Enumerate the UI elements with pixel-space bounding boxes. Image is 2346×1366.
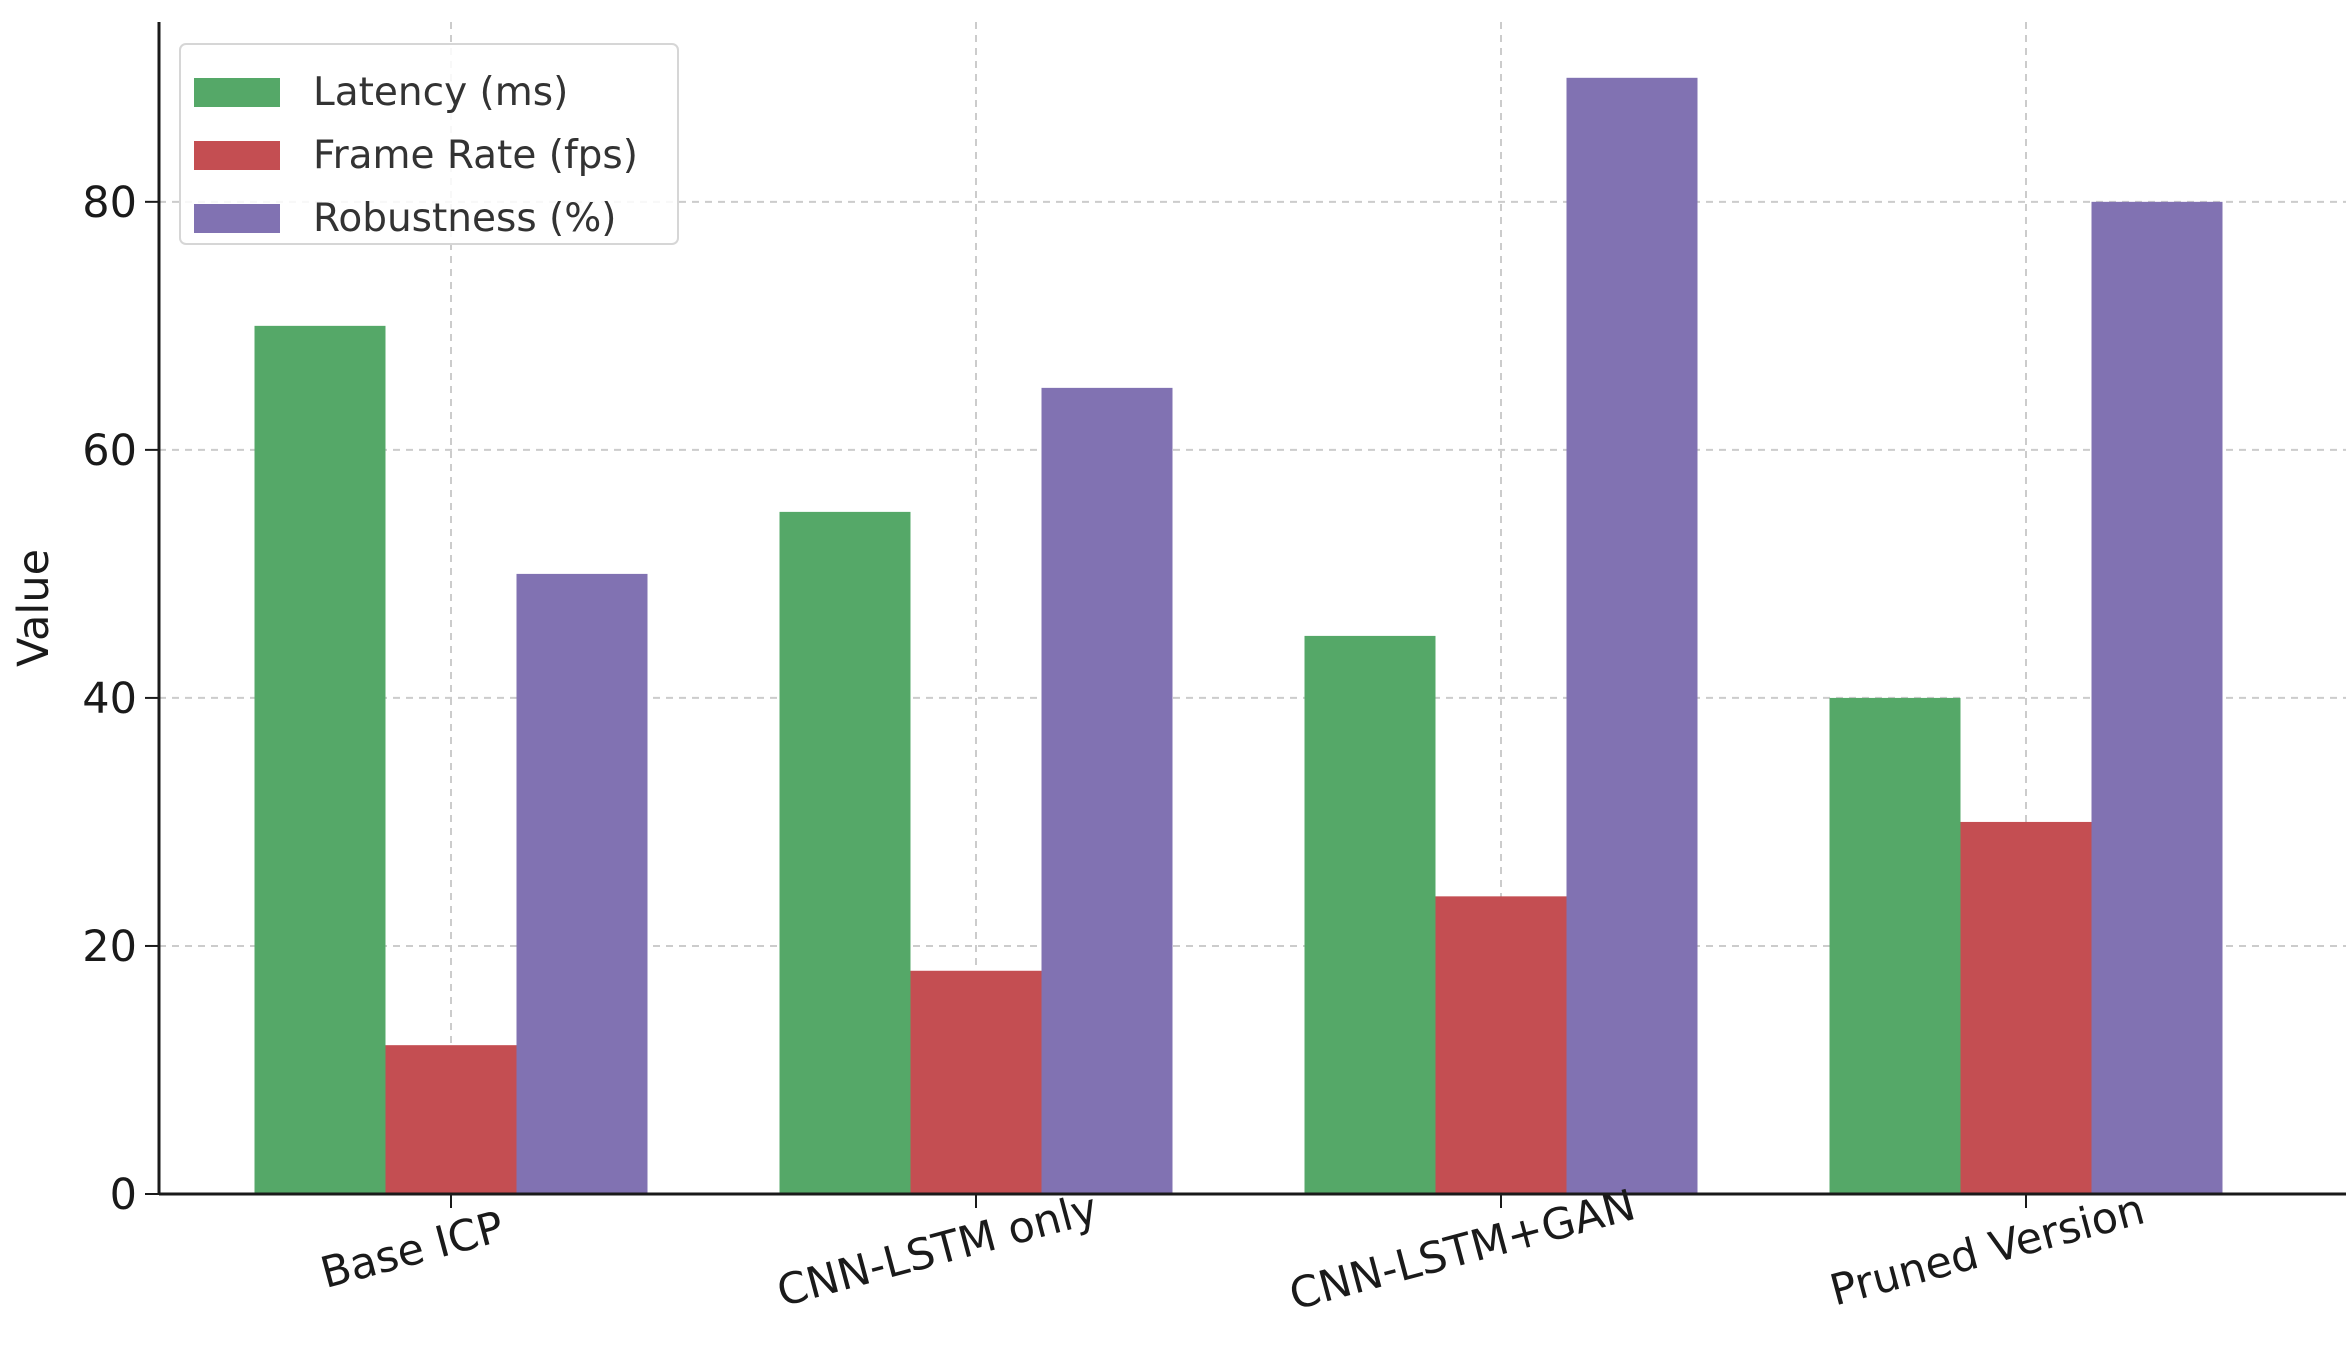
y-tick-label: 60 <box>82 426 137 476</box>
bar <box>1304 635 1436 1194</box>
x-tick-label: CNN-LSTM only <box>772 1184 1103 1317</box>
y-tick-label: 80 <box>82 178 137 228</box>
legend-label: Frame Rate (fps) <box>313 133 638 178</box>
bar <box>910 970 1042 1194</box>
x-tick-label: CNN-LSTM+GAN <box>1284 1180 1640 1320</box>
bar <box>779 511 911 1194</box>
legend-label: Latency (ms) <box>313 70 568 115</box>
legend-swatch <box>194 78 280 107</box>
bar <box>1566 77 1698 1194</box>
x-tick-label: Pruned Version <box>1825 1185 2150 1317</box>
bar <box>385 1045 517 1194</box>
legend-box <box>179 43 679 245</box>
axes <box>145 22 2346 1208</box>
y-axis-title: Value <box>9 549 59 667</box>
bar <box>254 325 386 1195</box>
legend: Latency (ms) Frame Rate (fps) Robustness (… <box>179 43 679 245</box>
bar <box>2091 201 2223 1194</box>
x-tick-label: Base ICP <box>316 1202 510 1299</box>
y-tick-label: 40 <box>82 674 137 724</box>
legend-swatch <box>194 204 280 233</box>
x-tick-labels: Base ICP CNN-LSTM only CNN-LSTM+GAN Pruned … <box>316 1180 2150 1320</box>
y-tick-label: 0 <box>110 1170 137 1220</box>
y-tick-labels: 0 20 40 60 80 <box>82 178 137 1220</box>
legend-swatch <box>194 141 280 170</box>
bar <box>1041 387 1173 1194</box>
bar <box>1435 896 1567 1194</box>
bar <box>516 573 648 1194</box>
bar <box>1829 697 1961 1194</box>
legend-label: Robustness (%) <box>313 196 617 241</box>
bars <box>254 77 2223 1195</box>
bar <box>1960 821 2092 1194</box>
y-tick-label: 20 <box>82 922 137 972</box>
